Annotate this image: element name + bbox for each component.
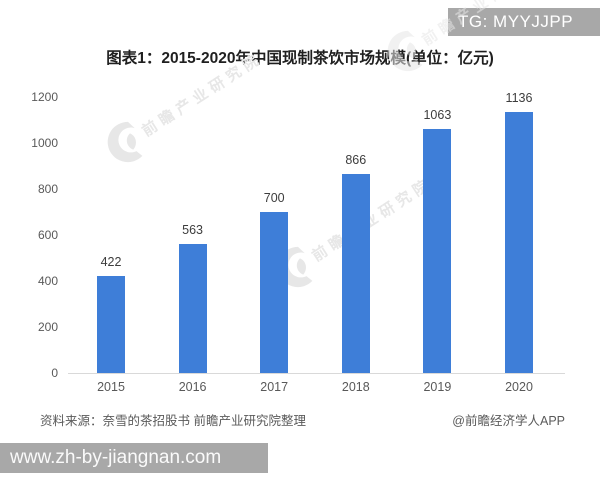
x-tick-label: 2016 — [178, 380, 207, 394]
y-tick-label: 600 — [37, 228, 58, 242]
x-tick-label: 2018 — [341, 380, 370, 394]
bar-2017 — [260, 212, 289, 373]
y-tick-label: 1000 — [31, 136, 58, 150]
telegram-badge: TG: MYYJJPP — [448, 8, 600, 36]
bar-value-label: 563 — [182, 222, 204, 237]
bar-value-label: 700 — [263, 191, 285, 205]
y-tick-label: 800 — [37, 182, 58, 196]
website-url-bar: www.zh-by-jiangnan.com — [0, 443, 268, 473]
x-tick-label: 2020 — [505, 380, 533, 394]
bar-value-label: 1063 — [423, 107, 452, 122]
y-tick-label: 200 — [37, 320, 58, 334]
bar-2019 — [423, 128, 452, 373]
data-source-note: 资料来源：奈雪的茶招股书 前瞻产业研究院整理 — [40, 414, 306, 428]
x-tick-label: 2015 — [97, 380, 125, 394]
y-tick-label: 1200 — [31, 90, 58, 104]
telegram-badge-label: TG: MYYJJPP — [458, 12, 574, 31]
y-tick-label: 400 — [37, 274, 58, 288]
credit-note: @前瞻经济学人APP — [452, 414, 565, 428]
x-axis-line — [68, 373, 565, 374]
x-tick-label: 2017 — [260, 380, 289, 394]
bar-value-label: 422 — [100, 254, 122, 269]
bar-value-label: 1136 — [505, 90, 533, 105]
website-url: www.zh-by-jiangnan.com — [10, 447, 222, 468]
bar-2016 — [178, 243, 207, 373]
y-tick-label: 0 — [51, 366, 58, 380]
bar-2018 — [341, 173, 370, 373]
bar-2020 — [505, 111, 533, 373]
bar-2015 — [97, 275, 125, 373]
bar-value-label: 866 — [345, 152, 367, 167]
x-tick-label: 2019 — [423, 380, 452, 394]
